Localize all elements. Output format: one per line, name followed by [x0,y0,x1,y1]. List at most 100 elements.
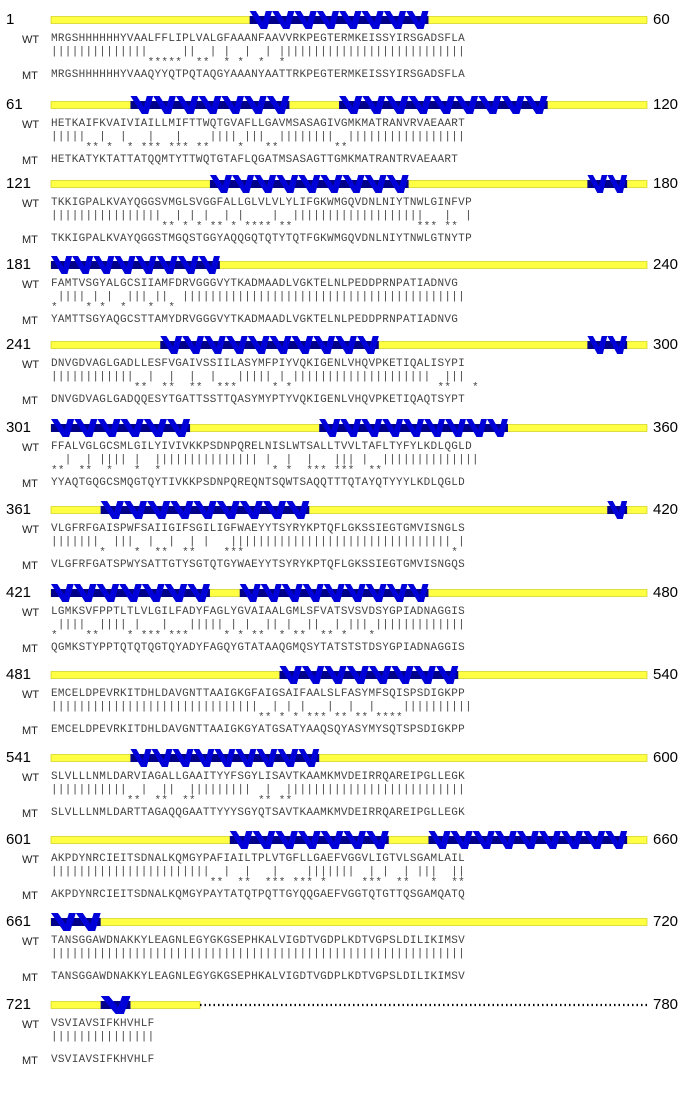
mismatch-line: ** ** *** *** * *** ** * ** [51,877,472,889]
coil-segment [50,754,648,762]
mismatch-line: * * * * * * [51,302,466,314]
block-start-number: 181 [6,256,32,273]
block-end-number: 720 [653,913,679,930]
block-start-number: 721 [6,996,32,1013]
mt-sequence: EMCELDPEVRKITDHLDAVGNTTAAIGKGYATGSATYAAQ… [51,724,466,736]
match-line: |||| | | ||| || ||||||||||||||||||||||||… [51,291,466,303]
block-end-number: 420 [653,501,679,518]
match-line: ||||||| ||| | | | | ||||||||||||||||||||… [51,536,466,548]
wt-sequence: TANSGGAWDNAKKYLEAGNLEGYGKGSEPHKALVIGDTVG… [51,935,466,947]
mt-sequence: MRGSHHHHHHYVAAQYYQTPQTAQGYAAANYAATTRKPEG… [51,69,466,81]
match-line: ||||||||||||||||||||||||||||||||||||||||… [51,948,466,960]
helix-segment [160,336,379,354]
helix-segment [130,96,290,114]
wt-sequence: VLGFRFGAISPWFSAIIGIFSGILIGFWAEYYTSYRYKPT… [51,523,466,535]
structure-track [50,11,648,29]
block-start-number: 121 [6,175,32,192]
mt-sequence: VSVIAVSIFKHVHLF [51,1054,155,1066]
helix-segment [51,913,101,931]
mt-label: MT [22,315,38,327]
block-start-number: 481 [6,666,32,683]
wt-label: WT [22,198,40,210]
match-line: |||||||||||| | | | | ||||| | |||||||||||… [51,371,466,383]
wt-label: WT [22,607,40,619]
mt-label: MT [22,395,38,407]
block-start-number: 361 [6,501,32,518]
block-end-number: 540 [653,666,679,683]
helix-segment [339,96,548,114]
match-line: ||||||||||| | || ||||||||| | |||||||||||… [51,784,466,796]
block-end-number: 60 [653,11,670,28]
block-end-number: 240 [653,256,679,273]
structure-track [50,584,648,602]
mt-label: MT [22,808,38,820]
mt-label: MT [22,560,38,572]
wt-sequence: HETKAIFKVAIVIAILLMIFTTWQTGVAFLLGAVMSASAG… [51,118,466,130]
match-line: | | |||| | ||||||||||||||| | | | ||| | |… [51,454,479,466]
alignment-block: 121 180 WT TKKIGPALKVAYQGGSVMGLSVGGFALLGLVL… [0,174,696,274]
block-end-number: 360 [653,419,679,436]
helix-segment [607,501,628,519]
wt-label: WT [22,689,40,701]
mismatch-line: ** * * *** ** ** **** [51,712,472,724]
match-line: ||||||||||||||||||||||| | | | ||||||| | … [51,866,466,878]
alignment-block: 301 360 WT FFALVGLGCSMLGILYIVIVKKPSDNPQRELN… [0,418,696,518]
mt-sequence: SLVLLLNMLDARTTAGAQQGAATTYYYSGYQTSAVTKAAM… [51,807,466,819]
mt-label: MT [22,972,38,984]
structure-track [50,336,648,354]
match-line: |||| |||| | | ||||| | | || | || | ||| ||… [51,619,466,631]
helix-segment [239,584,429,602]
helix-segment [587,175,628,193]
mt-label: MT [22,478,38,490]
helix-segment [209,175,409,193]
alignment-block: 421 480 WT LGMKSVFPPTLTLVLGILFADYFAGLYGVAIA… [0,583,696,683]
alignment-block: 601 660 WT AKPDYNRCIEITSDNALKQMGYPAFIAILTPL… [0,830,696,930]
block-end-number: 600 [653,749,679,766]
wt-sequence: FAMTVSGYALGCSIIAMFDRVGGGVYTKADMAADLVGKTE… [51,278,459,290]
alignment-block: 541 600 WT SLVLLLNMLDARVIAGALLGAAITYYFSGYLI… [0,748,696,848]
wt-sequence: AKPDYNRCIEITSDNALKQMGYPAFIAILTPLVTGFLLGA… [51,853,466,865]
mt-sequence: DNVGDVAGLGADQQESYTGATTSSTTQASYMYPTYVQKIG… [51,394,466,406]
wt-sequence: MRGSHHHHHHYVAALFFLIPLVALGFAAANFAAVVRKPEG… [51,33,466,45]
wt-label: WT [22,442,40,454]
mt-sequence: YAMTTSGYAQGCSTTAMYDRVGGGVYTKADMAADLVGKTE… [51,314,459,326]
wt-sequence: FFALVGLGCSMLGILYIVIVKKPSDNPQRELNISLWTSAL… [51,441,472,453]
mt-sequence: TKKIGPALKVAYQGGSTMGQSTGGYAQQGQTQTYTQTFGK… [51,233,472,245]
helix-segment [51,419,191,437]
wt-label: WT [22,119,40,131]
mismatch-line: ** * * *** *** ** * ** ** [51,142,466,154]
block-start-number: 541 [6,749,32,766]
block-start-number: 241 [6,336,32,353]
helix-segment [319,419,508,437]
alignment-block: 661 720 WT TANSGGAWDNAKKYLEAGNLEGYGKGSEPHKA… [0,912,696,1012]
structure-track [50,501,648,519]
match-line: ||||| | | | | |||| ||| |||||||| ||||||||… [51,131,466,143]
wt-sequence: VSVIAVSIFKHVHLF [51,1018,155,1030]
match-line: |||||||||||||| || | | | | ||||||||||||||… [51,46,466,58]
alignment-block: 361 420 WT VLGFRFGAISPWFSAIIGIFSGILIGFWAEYY… [0,500,696,600]
coil-segment [50,506,648,514]
structure-track [50,419,648,437]
wt-sequence: EMCELDPEVRKITDHLDAVGNTTAAIGKGFAIGSAIFAAL… [51,688,466,700]
wt-label: WT [22,936,40,948]
wt-label: WT [22,1019,40,1031]
structure-track [50,96,648,114]
helix-segment [229,831,389,849]
block-end-number: 780 [653,996,679,1013]
structure-track [50,996,647,1014]
mt-label: MT [22,725,38,737]
helix-segment [249,11,429,29]
structure-track [50,831,648,849]
mt-sequence: YYAQTGQGCSMQGTQYTIVKKPSDNPQREQNTSQWTSAQQ… [51,477,466,489]
block-start-number: 661 [6,913,32,930]
helix-segment [100,501,310,519]
helix-segment [428,831,628,849]
mismatch-line: ** ** ** *** * * ** * [51,382,479,394]
mismatch-line: * * ** ** *** * [51,547,466,559]
mt-label: MT [22,890,38,902]
mismatch-line: ** ** ** ** ** [51,795,472,807]
wt-sequence: LGMKSVFPPTLTLVLGILFADYFAGLYGVAIAALGMLSFV… [51,606,466,618]
alignment-block: 181 240 WT FAMTVSGYALGCSIIAMFDRVGGGVYTKADMA… [0,255,696,355]
block-start-number: 421 [6,584,32,601]
block-start-number: 601 [6,831,32,848]
